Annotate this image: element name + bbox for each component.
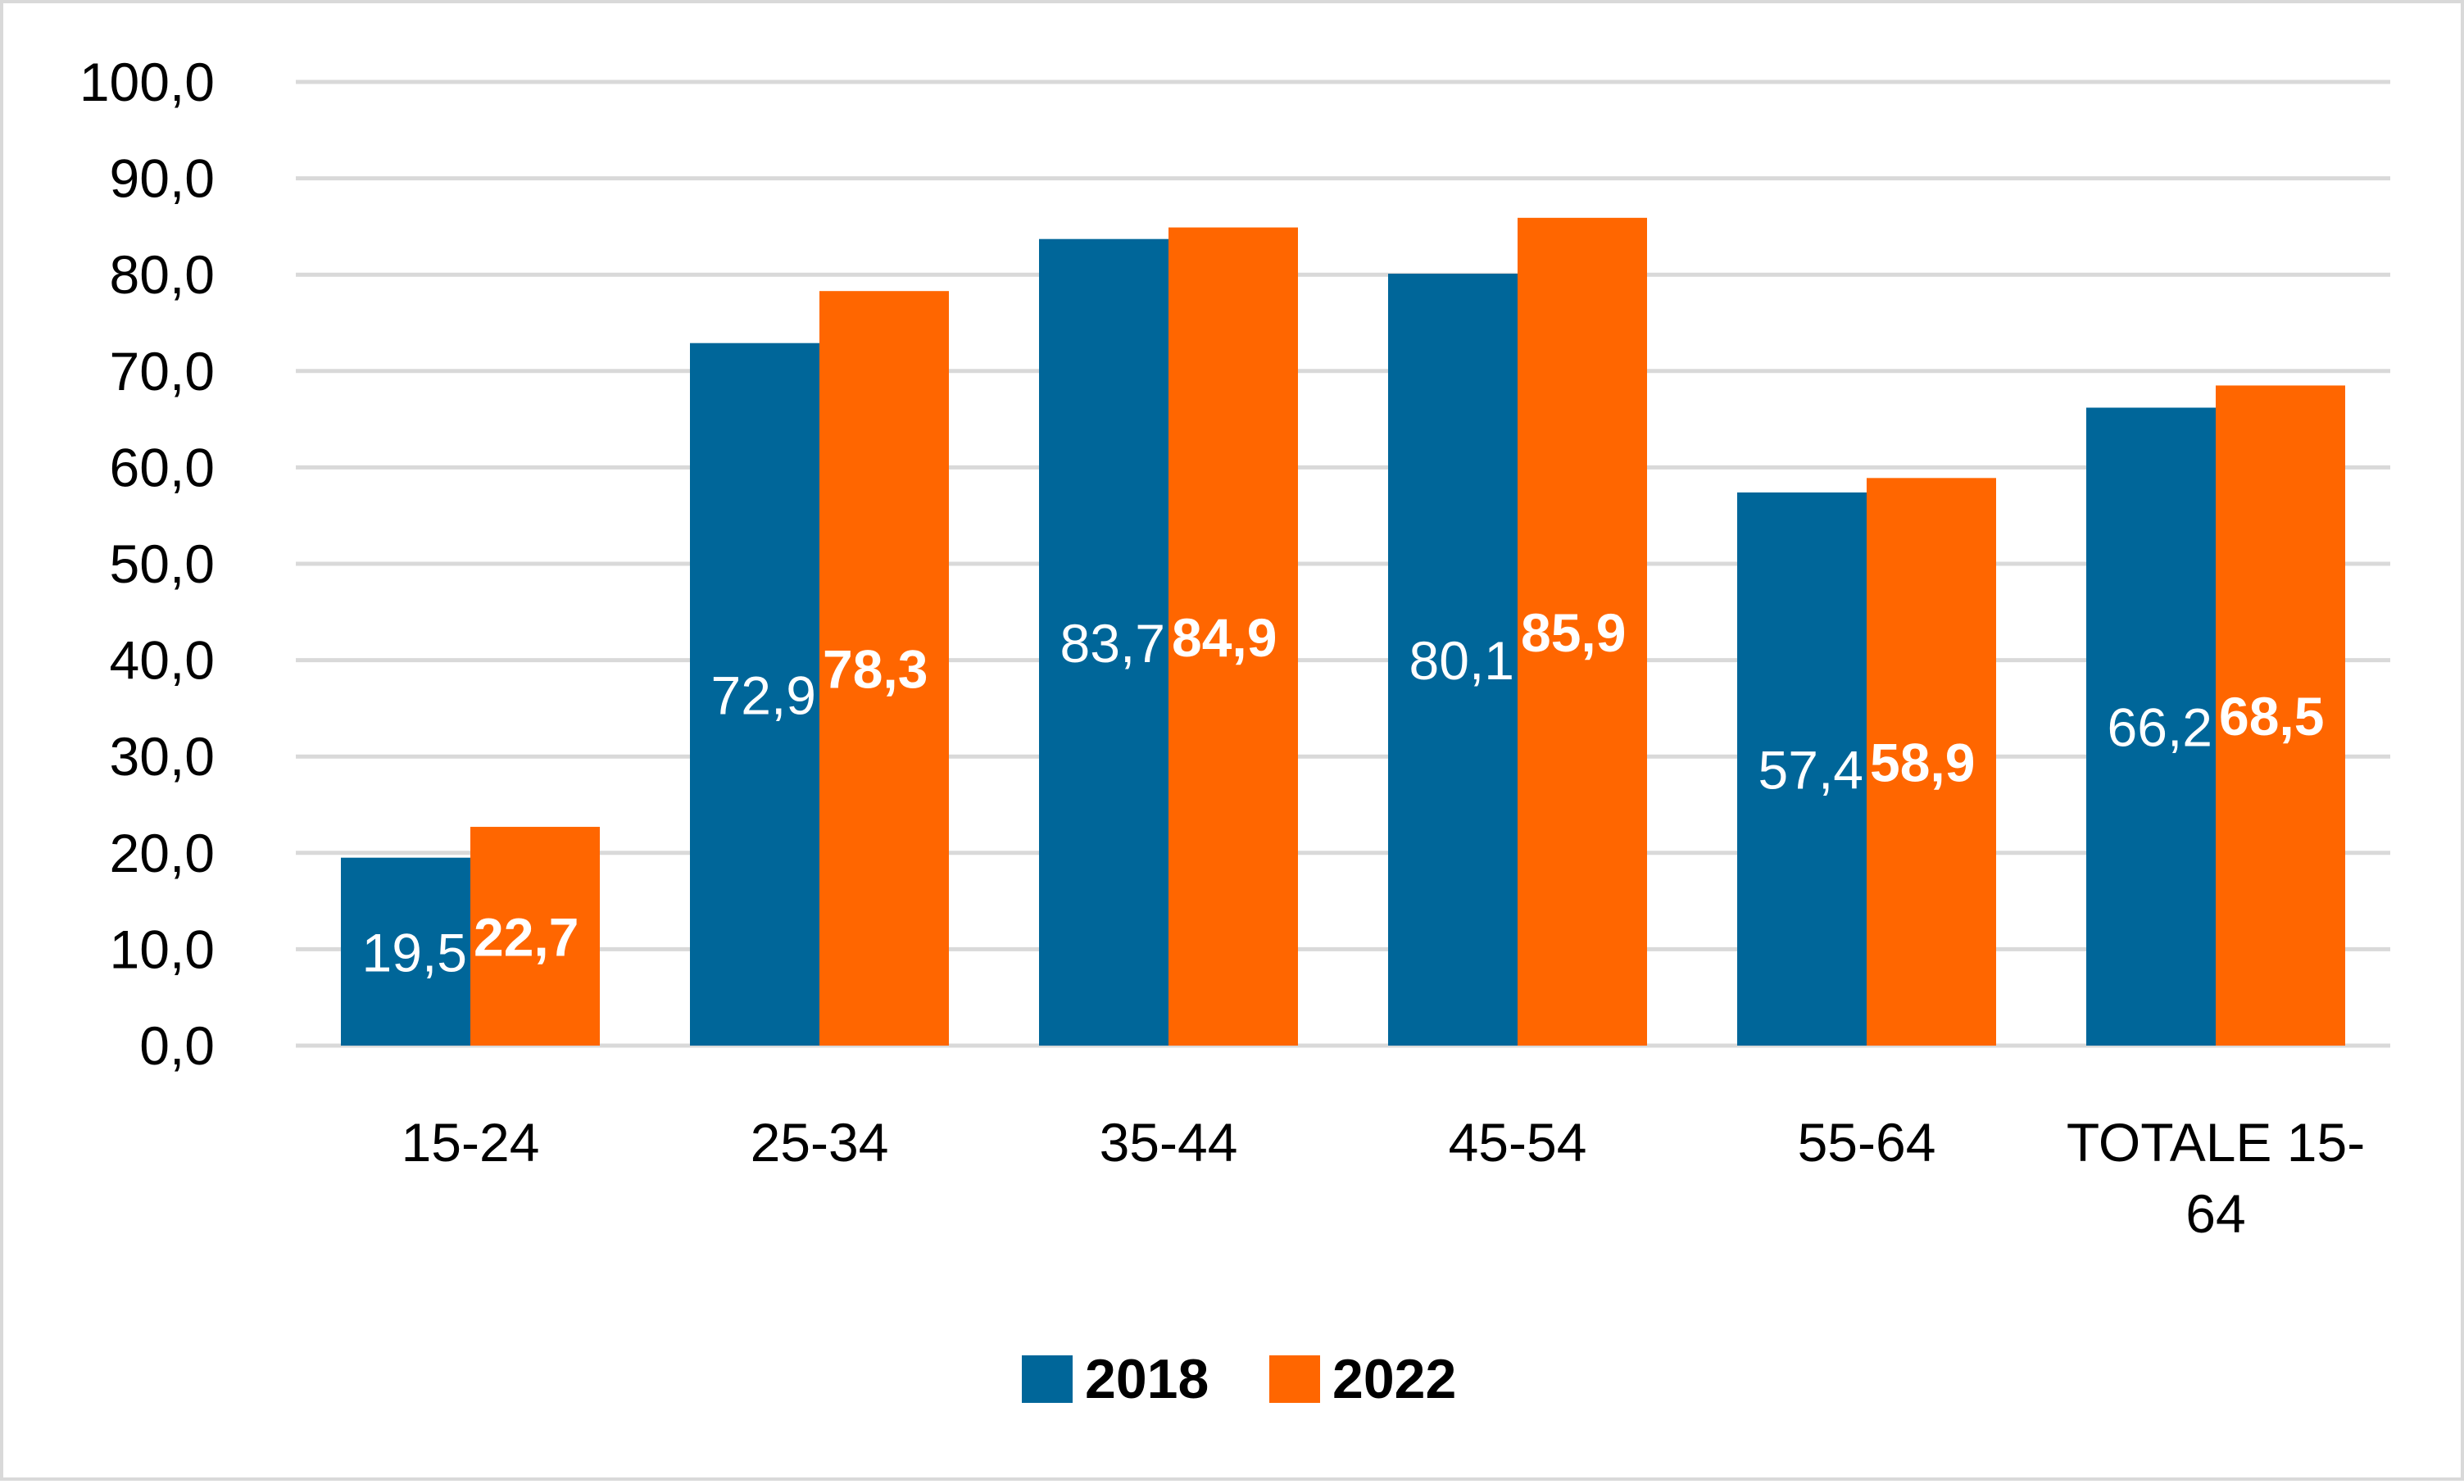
legend: 2018 2022: [1022, 1348, 1456, 1410]
data-label-2022: 85,9: [1521, 602, 1626, 663]
y-tick-label: 40,0: [110, 630, 215, 691]
legend-swatch-2022: [1269, 1355, 1320, 1403]
category-label: TOTALE 15-: [2067, 1112, 2365, 1173]
y-tick-label: 80,0: [110, 244, 215, 305]
data-labels: 19,5 22,7 72,9 78,3 83,7 84,9 80,1 85,9 57,4 58,9…: [362, 602, 2325, 983]
bar-2022: [819, 291, 949, 1046]
y-tick-label: 100,0: [79, 52, 215, 112]
data-label-2018: 57,4: [1758, 739, 1863, 800]
bars: [341, 217, 2345, 1046]
bar-2022: [470, 827, 600, 1046]
x-axis-categories: 15-24 25-34 35-44 45-54 55-64 TOTALE 15- 64: [402, 1112, 2366, 1244]
y-tick-label: 50,0: [110, 533, 215, 594]
bar-2022: [2216, 385, 2345, 1046]
y-tick-label: 10,0: [110, 919, 215, 979]
bar-chart: 0,0 10,0 20,0 30,0 40,0 50,0 60,0 70,0 80,0 90,0 1…: [79, 52, 2390, 1410]
data-label-2022: 84,9: [1172, 607, 1277, 668]
category-label: 35-44: [1100, 1112, 1238, 1173]
y-tick-label: 20,0: [110, 823, 215, 883]
legend-label-2022: 2022: [1332, 1348, 1456, 1410]
y-tick-label: 90,0: [110, 148, 215, 209]
y-tick-label: 30,0: [110, 726, 215, 787]
y-axis-ticks: 0,0 10,0 20,0 30,0 40,0 50,0 60,0 70,0 80,0 90,0 1…: [79, 52, 215, 1076]
bar-2022: [1168, 227, 1298, 1046]
bar-2022: [1867, 478, 1996, 1046]
category-label: 25-34: [751, 1112, 889, 1173]
data-label-2018: 66,2: [2108, 697, 2212, 758]
data-label-2022: 58,9: [1870, 733, 1975, 793]
data-label-2018: 80,1: [1409, 630, 1514, 691]
legend-swatch-2018: [1022, 1355, 1073, 1403]
category-label: 45-54: [1449, 1112, 1587, 1173]
bar-2018: [1039, 238, 1168, 1046]
category-label: 55-64: [1798, 1112, 1936, 1173]
data-label-2022: 22,7: [474, 907, 579, 968]
y-tick-label: 60,0: [110, 437, 215, 497]
category-label: 64: [2185, 1183, 2245, 1244]
data-label-2022: 68,5: [2219, 686, 2324, 747]
bar-2018: [1388, 274, 1518, 1046]
bar-2018: [1737, 492, 1867, 1046]
bar-2022: [1518, 217, 1647, 1046]
data-label-2018: 19,5: [362, 922, 467, 983]
bar-2018: [2086, 407, 2216, 1046]
data-label-2018: 72,9: [711, 665, 816, 725]
bar-2018: [341, 857, 470, 1046]
y-tick-label: 0,0: [139, 1015, 215, 1076]
category-label: 15-24: [402, 1112, 540, 1173]
bar-2018: [690, 343, 819, 1046]
gridlines: [296, 79, 2390, 1048]
legend-label-2018: 2018: [1085, 1348, 1209, 1410]
data-label-2022: 78,3: [823, 639, 928, 700]
y-tick-label: 70,0: [110, 341, 215, 402]
data-label-2018: 83,7: [1060, 613, 1165, 674]
